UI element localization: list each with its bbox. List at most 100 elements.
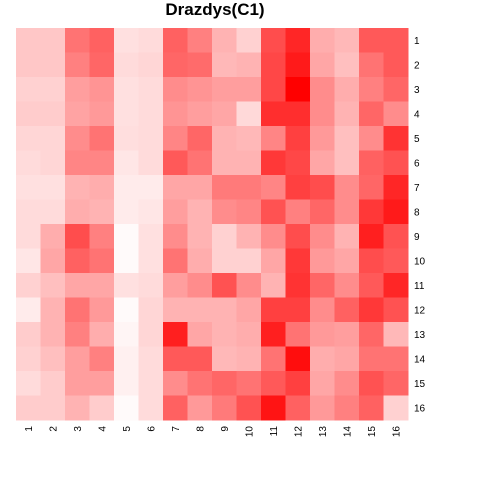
heatmap-cell bbox=[114, 224, 139, 249]
heatmap-cell bbox=[261, 77, 286, 102]
heatmap-cell bbox=[188, 53, 213, 78]
heatmap-cell bbox=[261, 249, 286, 274]
heatmap-cell bbox=[286, 200, 311, 225]
heatmap-cell bbox=[359, 28, 384, 53]
heatmap-cell bbox=[65, 151, 90, 176]
heatmap-cell bbox=[188, 28, 213, 53]
row-tick-label: 10 bbox=[414, 256, 426, 267]
heatmap-cell bbox=[139, 200, 164, 225]
heatmap-cell bbox=[163, 298, 188, 323]
heatmap-cell bbox=[188, 347, 213, 372]
heatmap-cell bbox=[384, 224, 409, 249]
heatmap-cell bbox=[384, 175, 409, 200]
column-tick-label: 16 bbox=[391, 426, 402, 438]
heatmap-cell bbox=[359, 53, 384, 78]
heatmap-cell bbox=[114, 249, 139, 274]
heatmap-cell bbox=[139, 273, 164, 298]
heatmap-cell bbox=[188, 249, 213, 274]
column-tick-label: 1 bbox=[24, 426, 35, 432]
heatmap-cell bbox=[286, 273, 311, 298]
heatmap-cell bbox=[286, 347, 311, 372]
heatmap-cell bbox=[41, 53, 66, 78]
heatmap-cell bbox=[212, 77, 237, 102]
heatmap-cell bbox=[335, 322, 360, 347]
heatmap-cell bbox=[359, 347, 384, 372]
heatmap-cell bbox=[90, 224, 115, 249]
heatmap-cell bbox=[65, 371, 90, 396]
heatmap-cell bbox=[310, 347, 335, 372]
heatmap-cell bbox=[114, 151, 139, 176]
heatmap-cell bbox=[163, 224, 188, 249]
heatmap-cell bbox=[212, 28, 237, 53]
heatmap-cell bbox=[65, 77, 90, 102]
heatmap-cell bbox=[310, 298, 335, 323]
heatmap-cell bbox=[90, 298, 115, 323]
heatmap-cell bbox=[237, 53, 262, 78]
heatmap-cell bbox=[359, 249, 384, 274]
heatmap-cell bbox=[65, 273, 90, 298]
heatmap-cell bbox=[335, 249, 360, 274]
heatmap-cell bbox=[188, 200, 213, 225]
heatmap-cell bbox=[359, 371, 384, 396]
heatmap-cell bbox=[41, 396, 66, 421]
row-tick-label: 15 bbox=[414, 379, 426, 390]
heatmap-cell bbox=[335, 175, 360, 200]
heatmap-cell bbox=[65, 102, 90, 127]
heatmap-cell bbox=[310, 53, 335, 78]
heatmap-cell bbox=[261, 28, 286, 53]
heatmap-cell bbox=[114, 322, 139, 347]
row-tick-label: 8 bbox=[414, 207, 420, 218]
heatmap-cell bbox=[237, 396, 262, 421]
heatmap-cell bbox=[41, 175, 66, 200]
heatmap-cell bbox=[335, 396, 360, 421]
heatmap-cell bbox=[237, 126, 262, 151]
heatmap-cell bbox=[65, 53, 90, 78]
heatmap-cell bbox=[90, 273, 115, 298]
heatmap-cell bbox=[90, 249, 115, 274]
heatmap-cell bbox=[212, 322, 237, 347]
heatmap-cell bbox=[163, 126, 188, 151]
column-tick-label: 8 bbox=[195, 426, 206, 432]
heatmap-cell bbox=[90, 77, 115, 102]
heatmap-cell bbox=[212, 102, 237, 127]
heatmap-cell bbox=[65, 224, 90, 249]
heatmap-cell bbox=[384, 77, 409, 102]
heatmap-cell bbox=[139, 322, 164, 347]
column-tick-label: 13 bbox=[318, 426, 329, 438]
heatmap-cell bbox=[41, 151, 66, 176]
heatmap-cell bbox=[310, 371, 335, 396]
row-tick-label: 4 bbox=[414, 109, 420, 120]
heatmap-cell bbox=[65, 322, 90, 347]
heatmap-cell bbox=[212, 224, 237, 249]
row-tick-label: 7 bbox=[414, 183, 420, 194]
heatmap-cell bbox=[335, 371, 360, 396]
heatmap-cell bbox=[163, 273, 188, 298]
heatmap-cell bbox=[163, 151, 188, 176]
heatmap-cell bbox=[16, 126, 41, 151]
heatmap-cell bbox=[310, 28, 335, 53]
heatmap-cell bbox=[188, 298, 213, 323]
heatmap-cell bbox=[237, 298, 262, 323]
heatmap-cell bbox=[114, 396, 139, 421]
heatmap-cell bbox=[310, 249, 335, 274]
heatmap-cell bbox=[41, 200, 66, 225]
heatmap-cell bbox=[286, 249, 311, 274]
heatmap-cell bbox=[261, 102, 286, 127]
heatmap-cell bbox=[163, 102, 188, 127]
heatmap-cell bbox=[212, 175, 237, 200]
heatmap-cell bbox=[139, 249, 164, 274]
heatmap-cell bbox=[384, 200, 409, 225]
heatmap-cell bbox=[41, 249, 66, 274]
heatmap-cell bbox=[114, 347, 139, 372]
heatmap-cell bbox=[90, 371, 115, 396]
heatmap-cell bbox=[310, 126, 335, 151]
heatmap-cell bbox=[163, 396, 188, 421]
heatmap-cell bbox=[384, 371, 409, 396]
heatmap-cell bbox=[212, 249, 237, 274]
heatmap-cell bbox=[212, 126, 237, 151]
heatmap-cell bbox=[188, 102, 213, 127]
heatmap-cell bbox=[114, 298, 139, 323]
heatmap-cell bbox=[65, 126, 90, 151]
column-tick-label: 5 bbox=[122, 426, 133, 432]
heatmap-cell bbox=[261, 200, 286, 225]
